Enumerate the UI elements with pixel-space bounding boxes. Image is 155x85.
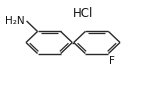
Text: F: F — [109, 56, 115, 66]
Text: H₂N: H₂N — [5, 16, 25, 26]
Text: HCl: HCl — [73, 7, 94, 20]
